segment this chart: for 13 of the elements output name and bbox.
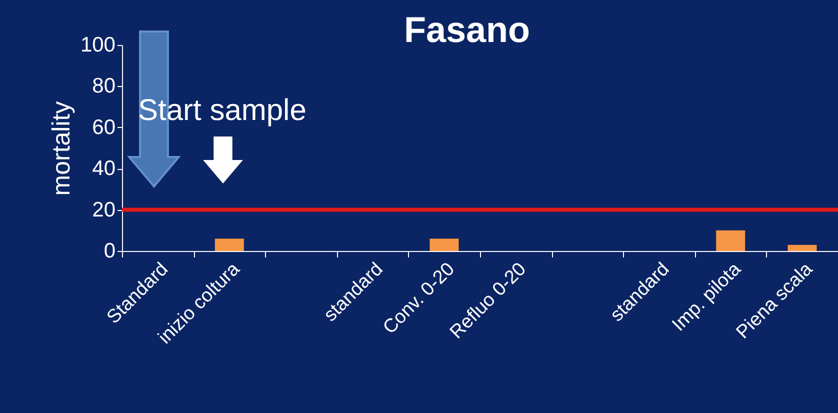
chart-title: Fasano <box>404 9 530 50</box>
bar <box>430 238 459 251</box>
y-tick-label: 0 <box>104 240 116 262</box>
y-tick-label: 80 <box>92 74 116 98</box>
bar <box>716 230 746 251</box>
y-tick-label: 100 <box>80 34 116 56</box>
y-tick-label: 40 <box>92 157 116 180</box>
annotation: Start sample <box>138 94 306 127</box>
bar <box>214 238 244 251</box>
y-tick-label: 60 <box>92 116 116 139</box>
y-tick-label: 20 <box>92 198 116 222</box>
bar <box>788 244 817 251</box>
y-axis-title: mortality <box>47 100 76 196</box>
